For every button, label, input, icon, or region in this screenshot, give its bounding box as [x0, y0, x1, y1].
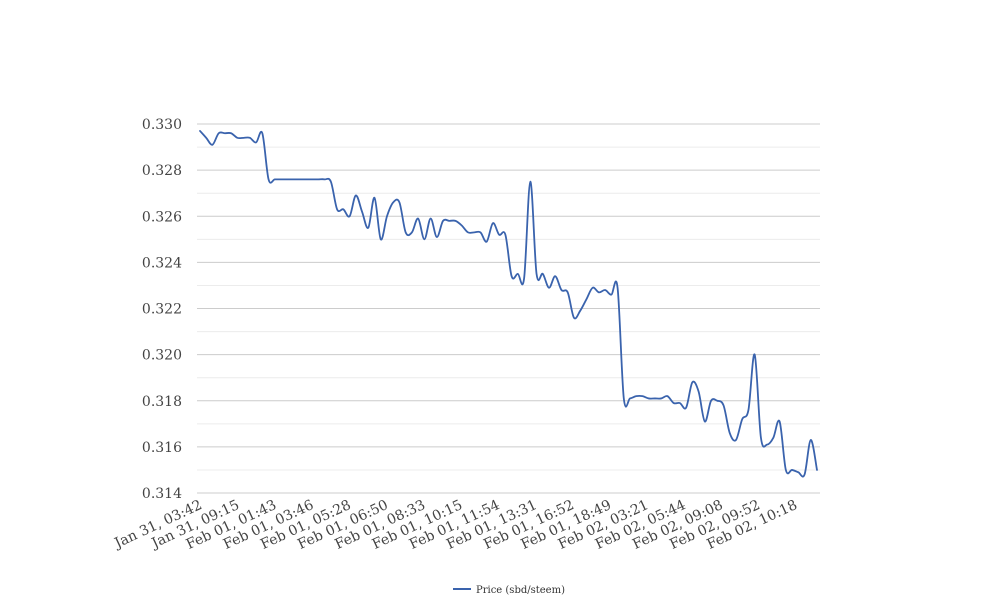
series-line-price [199, 130, 818, 478]
y-axis: 0.314 0.316 0.318 0.320 0.322 0.324 0.326 0.328… [142, 117, 182, 502]
y-tick-label: 0.326 [142, 209, 182, 225]
grid [197, 123, 820, 494]
y-tick-label: 0.328 [142, 163, 182, 179]
y-tick-label: 0.318 [142, 394, 182, 410]
y-tick-label: 0.314 [142, 486, 182, 502]
legend: Price (sbd/steem) [453, 585, 565, 596]
y-tick-label: 0.322 [142, 302, 182, 318]
y-tick-label: 0.320 [142, 348, 182, 364]
y-tick-label: 0.324 [142, 255, 182, 271]
legend-label: Price (sbd/steem) [476, 585, 565, 596]
series-area [199, 130, 818, 478]
y-tick-label: 0.316 [142, 440, 182, 456]
y-tick-label: 0.330 [142, 117, 182, 133]
